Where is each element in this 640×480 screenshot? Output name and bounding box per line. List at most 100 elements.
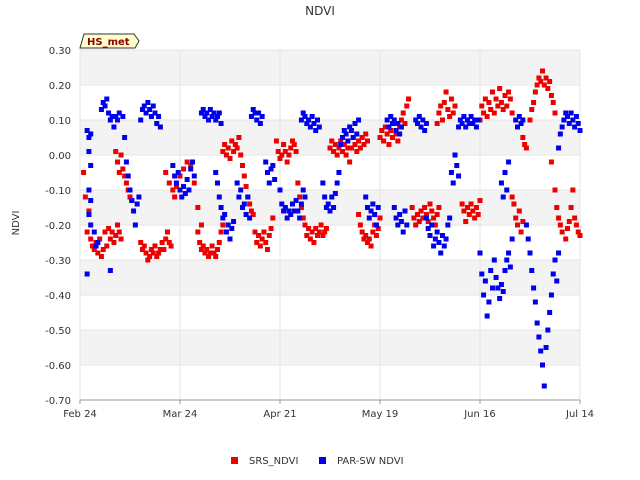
point-par-sw-ndvi xyxy=(559,124,565,130)
point-par-sw-ndvi xyxy=(557,131,563,137)
point-par-sw-ndvi xyxy=(343,131,349,137)
point-srs-ndvi xyxy=(538,79,544,84)
point-srs-ndvi xyxy=(223,152,229,158)
point-par-sw-ndvi xyxy=(472,117,478,123)
point-par-sw-ndvi xyxy=(93,243,99,249)
point-srs-ndvi xyxy=(265,247,270,252)
point-par-sw-ndvi xyxy=(447,215,453,221)
point-par-sw-ndvi xyxy=(220,215,226,221)
y-tick-label: 0.10 xyxy=(49,116,71,127)
point-srs-ndvi xyxy=(159,240,165,245)
point-srs-ndvi xyxy=(195,205,201,210)
point-srs-ndvi xyxy=(393,131,399,137)
point-srs-ndvi xyxy=(338,138,344,144)
point-par-sw-ndvi xyxy=(148,114,154,119)
point-par-sw-ndvi xyxy=(348,128,354,133)
point-par-sw-ndvi xyxy=(143,110,149,116)
point-par-sw-ndvi xyxy=(202,114,208,119)
point-par-sw-ndvi xyxy=(245,194,251,200)
point-par-sw-ndvi xyxy=(395,121,401,126)
point-srs-ndvi xyxy=(231,149,237,154)
point-srs-ndvi xyxy=(306,226,312,231)
point-srs-ndvi xyxy=(147,254,153,259)
point-par-sw-ndvi xyxy=(502,170,508,175)
point-srs-ndvi xyxy=(122,173,128,179)
point-par-sw-ndvi xyxy=(282,205,288,210)
point-srs-ndvi xyxy=(470,208,476,214)
point-srs-ndvi xyxy=(273,138,279,144)
point-srs-ndvi xyxy=(90,243,95,249)
point-srs-ndvi xyxy=(552,110,558,116)
point-srs-ndvi xyxy=(202,250,208,256)
point-par-sw-ndvi xyxy=(86,135,92,140)
point-srs-ndvi xyxy=(336,145,342,151)
point-par-sw-ndvi xyxy=(150,103,156,109)
point-srs-ndvi xyxy=(281,142,287,147)
point-par-sw-ndvi xyxy=(500,194,506,200)
point-srs-ndvi xyxy=(468,201,474,207)
x-axis-ticks: Feb 24 Mar 24 Apr 21 May 19 Jun 16 Jul 14 xyxy=(63,400,594,420)
point-par-sw-ndvi xyxy=(393,128,399,133)
point-srs-ndvi xyxy=(104,243,110,249)
point-srs-ndvi xyxy=(311,240,317,245)
point-srs-ndvi xyxy=(227,156,233,161)
point-srs-ndvi xyxy=(191,180,197,186)
point-srs-ndvi xyxy=(434,121,440,126)
point-par-sw-ndvi xyxy=(429,222,435,228)
point-srs-ndvi xyxy=(411,215,417,221)
point-srs-ndvi xyxy=(198,247,204,252)
point-par-sw-ndvi xyxy=(418,124,424,130)
point-par-sw-ndvi xyxy=(507,264,513,270)
point-par-sw-ndvi xyxy=(495,285,501,291)
point-par-sw-ndvi xyxy=(277,187,283,193)
point-srs-ndvi xyxy=(379,128,385,133)
point-srs-ndvi xyxy=(288,145,294,151)
point-par-sw-ndvi xyxy=(456,124,462,130)
point-srs-ndvi xyxy=(363,131,369,137)
point-par-sw-ndvi xyxy=(397,212,403,217)
point-par-sw-ndvi xyxy=(284,215,290,221)
point-par-sw-ndvi xyxy=(270,163,276,168)
point-par-sw-ndvi xyxy=(448,170,454,175)
point-srs-ndvi xyxy=(115,222,120,228)
point-par-sw-ndvi xyxy=(488,268,494,273)
point-par-sw-ndvi xyxy=(540,362,545,368)
point-srs-ndvi xyxy=(163,236,169,242)
point-srs-ndvi xyxy=(341,142,347,147)
point-par-sw-ndvi xyxy=(427,233,433,238)
point-srs-ndvi xyxy=(322,229,328,235)
point-par-sw-ndvi xyxy=(288,212,294,217)
legend-swatch-srs-ndvi xyxy=(231,457,238,464)
point-srs-ndvi xyxy=(290,138,295,144)
point-srs-ndvi xyxy=(409,205,415,210)
point-srs-ndvi xyxy=(390,135,395,140)
point-srs-ndvi xyxy=(220,222,226,228)
y-tick-label: -0.40 xyxy=(45,291,71,302)
point-par-sw-ndvi xyxy=(107,117,113,123)
point-srs-ndvi xyxy=(293,149,299,154)
point-srs-ndvi xyxy=(418,208,424,214)
point-srs-ndvi xyxy=(318,222,324,228)
point-par-sw-ndvi xyxy=(534,320,540,326)
point-par-sw-ndvi xyxy=(200,107,206,112)
point-par-sw-ndvi xyxy=(465,117,470,123)
point-srs-ndvi xyxy=(259,236,265,242)
point-par-sw-ndvi xyxy=(434,229,440,235)
point-srs-ndvi xyxy=(123,180,129,186)
point-srs-ndvi xyxy=(563,236,569,242)
point-par-sw-ndvi xyxy=(268,166,274,172)
point-srs-ndvi xyxy=(415,212,420,217)
point-srs-ndvi xyxy=(541,82,547,88)
point-srs-ndvi xyxy=(309,229,315,235)
point-srs-ndvi xyxy=(377,215,383,221)
point-srs-ndvi xyxy=(295,180,301,186)
point-srs-ndvi xyxy=(507,96,513,102)
point-srs-ndvi xyxy=(348,145,354,151)
point-srs-ndvi xyxy=(315,233,320,238)
point-srs-ndvi xyxy=(218,229,224,235)
point-srs-ndvi xyxy=(377,135,383,140)
point-srs-ndvi xyxy=(395,138,401,144)
point-par-sw-ndvi xyxy=(341,128,347,133)
y-tick-label: -0.70 xyxy=(45,396,71,407)
point-par-sw-ndvi xyxy=(322,194,328,200)
